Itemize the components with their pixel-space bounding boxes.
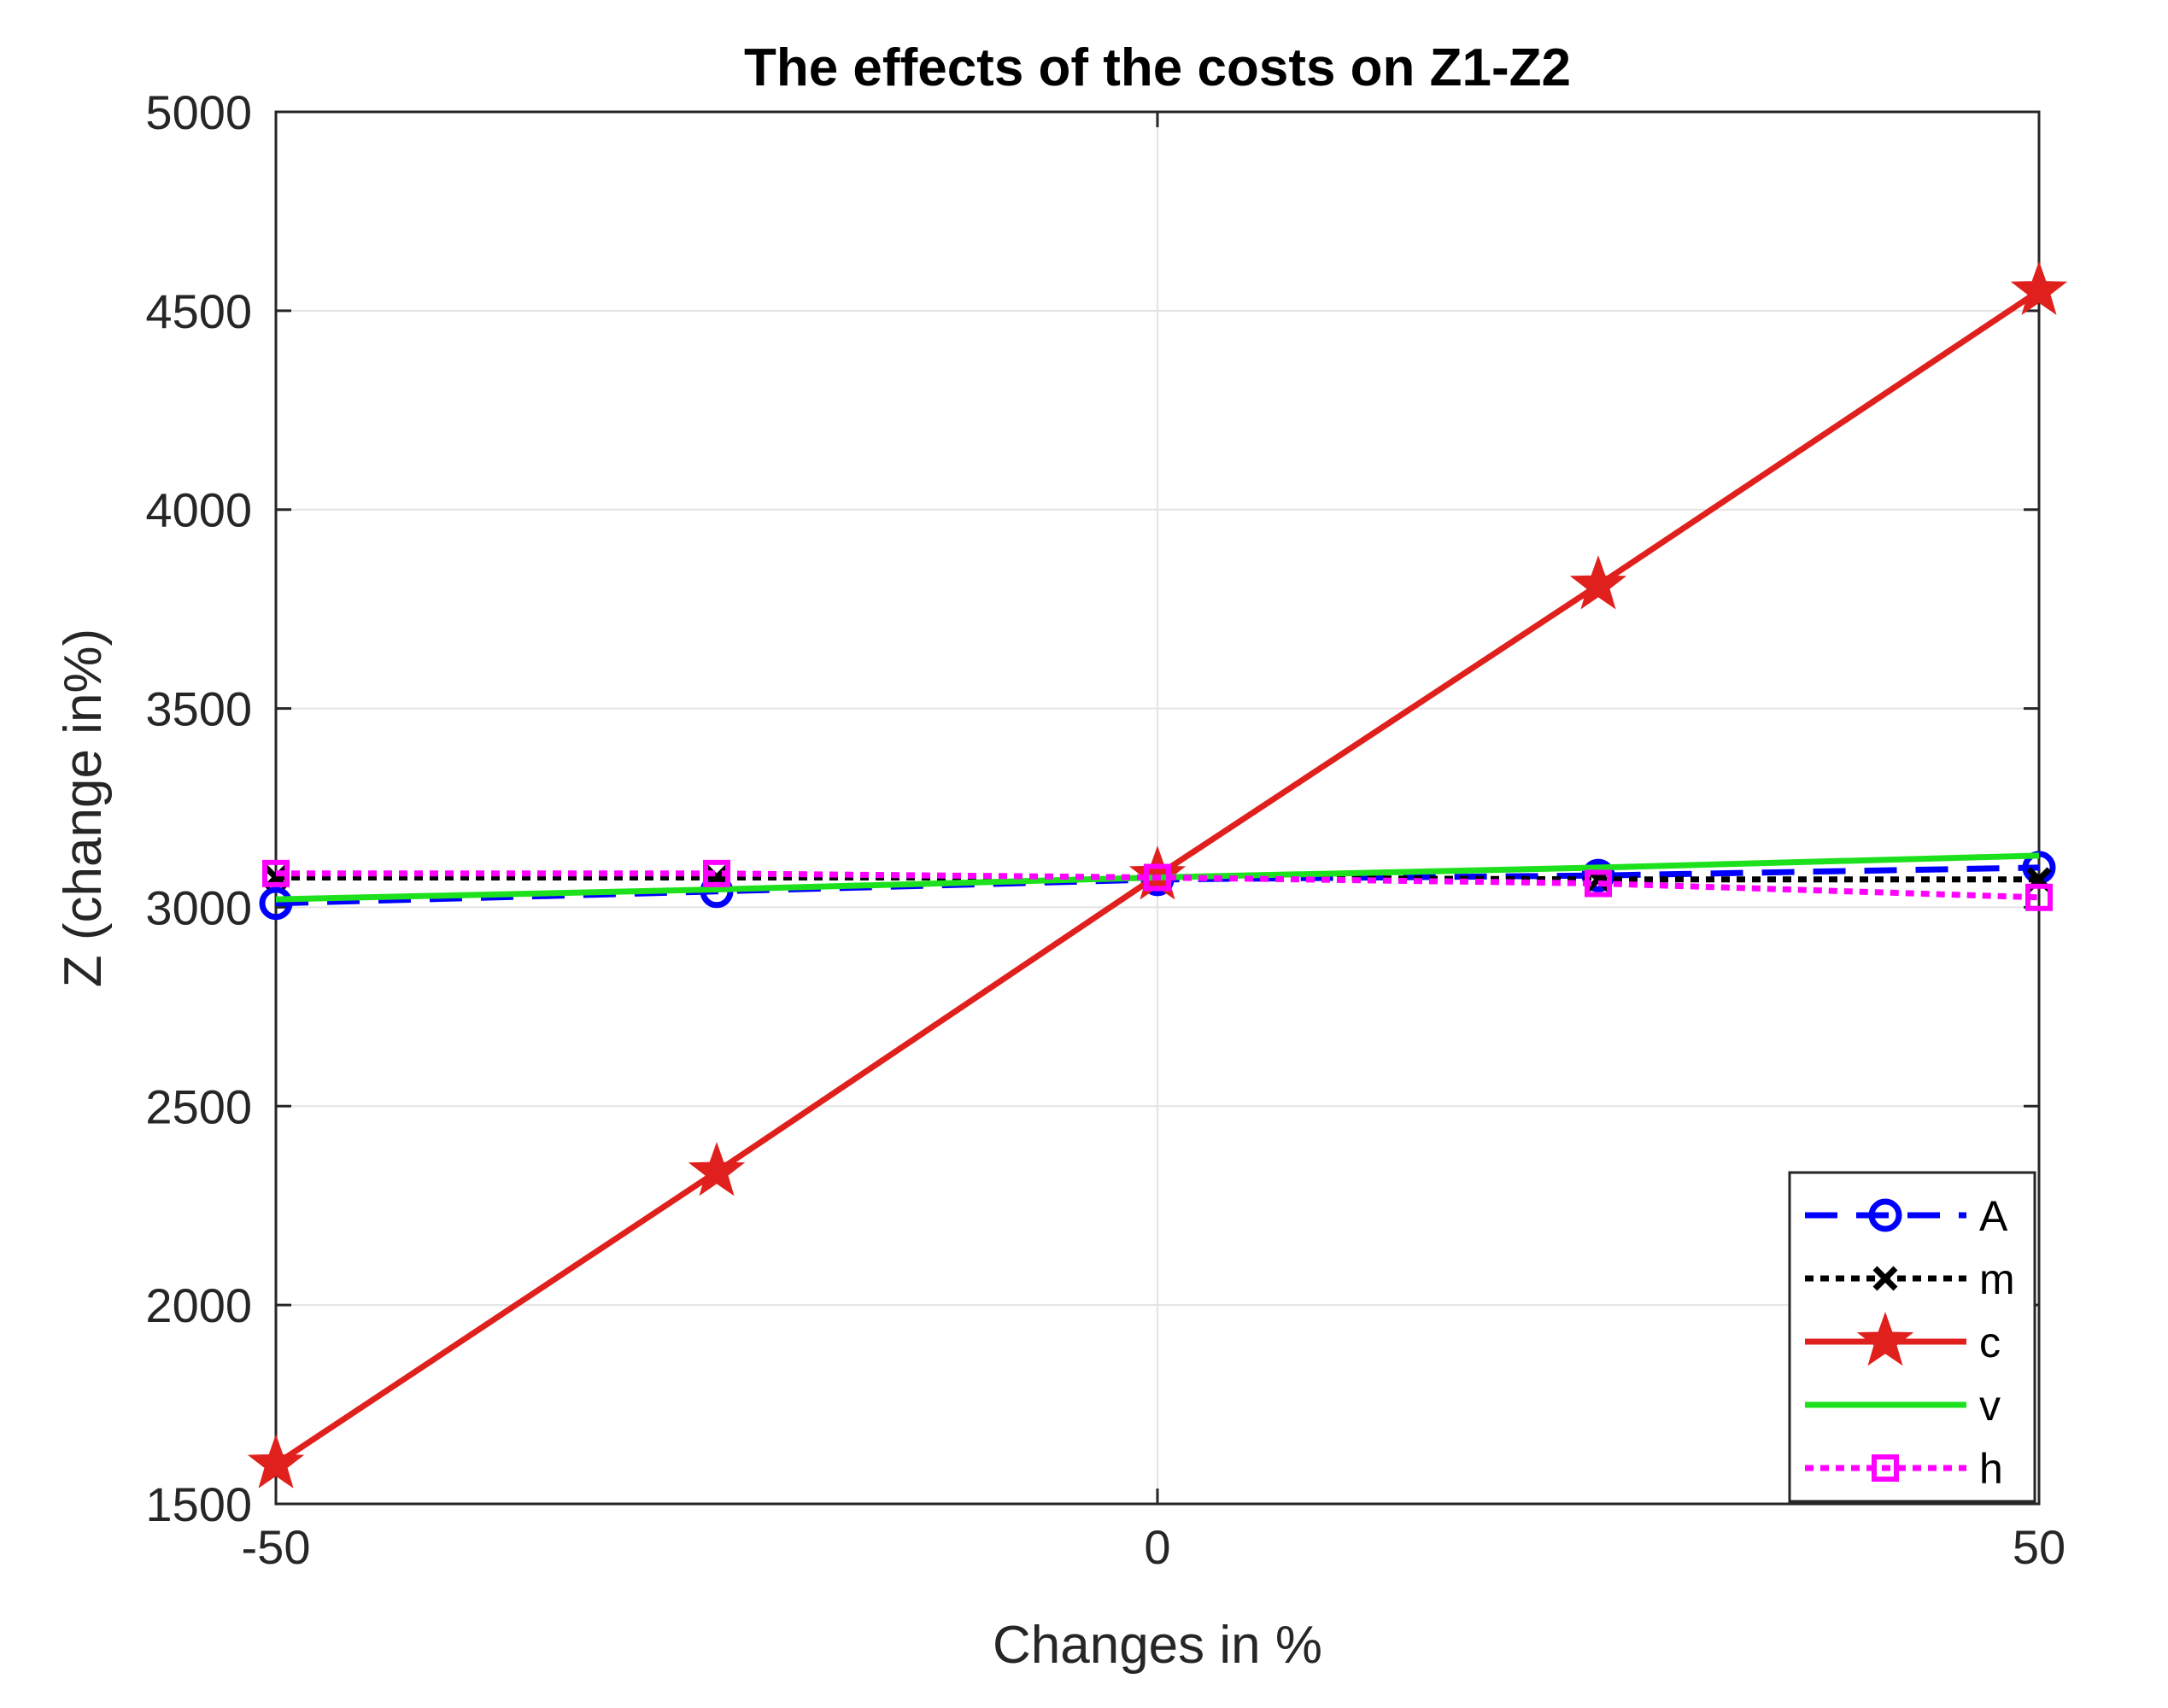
legend-entry-m: m [1805, 1255, 2015, 1303]
y-tick-label: 4500 [145, 284, 252, 338]
x-tick-label: -50 [242, 1520, 311, 1574]
legend-entry-c: c [1805, 1311, 2001, 1366]
legend-label-A: A [1979, 1192, 2008, 1240]
series-c-point [688, 1142, 746, 1196]
y-tick-label: 3500 [145, 682, 252, 736]
legend-label-c: c [1979, 1319, 2001, 1366]
legend-marker-m [1872, 1266, 1898, 1291]
series-h-point [1585, 869, 1612, 898]
chart-title: The effects of the costs on Z1-Z2 [744, 38, 1571, 97]
series-h [262, 859, 2053, 911]
axis-ticks: 1500 2000 2500 3000 3500 4000 4500 5000 -50 0 50 [145, 85, 2065, 1574]
legend-label-m: m [1979, 1255, 2015, 1303]
y-tick-label: 1500 [145, 1477, 252, 1531]
series-h-point [703, 859, 730, 887]
x-tick-label: 0 [1144, 1520, 1170, 1574]
series-h-point [2025, 883, 2053, 911]
legend-marker-c [1856, 1311, 1914, 1366]
series-c-point [2010, 260, 2068, 315]
series-h-point [1144, 863, 1171, 892]
legend-box [1788, 1171, 2036, 1503]
x-axis-label: Changes in % [993, 1616, 1322, 1675]
y-tick-label: 4000 [145, 483, 252, 537]
legend-entry-A: A [1805, 1192, 2008, 1240]
legend-label-v: v [1979, 1382, 2001, 1430]
legend-label-h: h [1979, 1445, 2003, 1493]
y-tick-label: 3000 [145, 880, 252, 934]
x-tick-label: 50 [2013, 1520, 2065, 1574]
series-A-point [259, 886, 293, 921]
y-axis-label: Z (change in%) [54, 629, 113, 987]
series-c-point [1569, 555, 1627, 610]
y-tick-label: 5000 [145, 85, 252, 139]
legend-entry-v: v [1805, 1382, 2001, 1430]
legend-marker-h [1872, 1454, 1899, 1482]
y-tick-label: 2500 [145, 1079, 252, 1133]
legend-marker-m-stroke [1872, 1266, 1898, 1291]
series-layer [247, 260, 2068, 1489]
legend-entry-h: h [1805, 1445, 2003, 1493]
series-h-line [276, 870, 2040, 901]
y-tick-label: 2000 [145, 1278, 252, 1332]
series-h-point [262, 859, 290, 887]
series-c-point [247, 1434, 305, 1489]
legend-marker-A [1868, 1198, 1902, 1232]
